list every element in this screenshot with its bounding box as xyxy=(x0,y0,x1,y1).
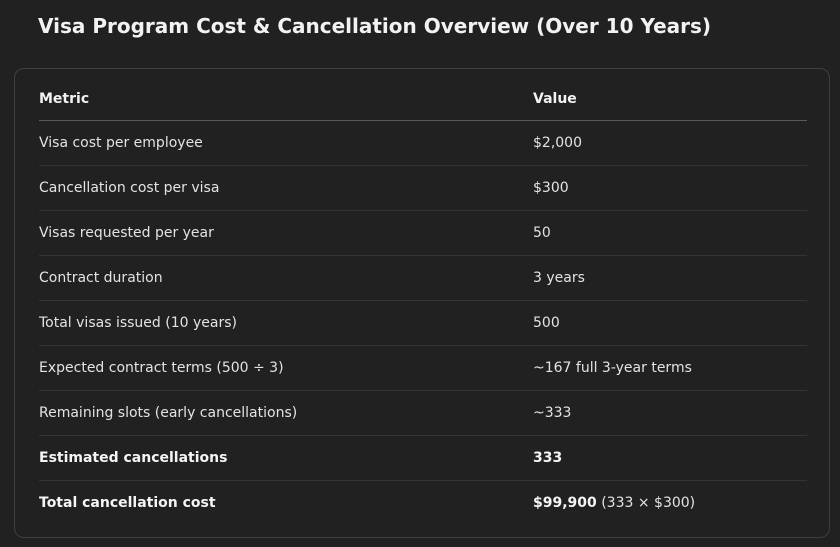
table-row: Contract duration 3 years xyxy=(39,255,807,301)
column-header-metric: Metric xyxy=(39,77,533,121)
metric-cell: Cancellation cost per visa xyxy=(39,165,533,211)
metric-cell: Contract duration xyxy=(39,255,533,301)
table-row: Visas requested per year 50 xyxy=(39,210,807,256)
value-cell: $300 xyxy=(533,165,807,211)
metric-cell: Total visas issued (10 years) xyxy=(39,300,533,346)
table-row: Estimated cancellations 333 xyxy=(39,435,807,481)
total-cost-note: (333 × $300) xyxy=(596,495,696,511)
metric-cell: Estimated cancellations xyxy=(39,435,533,481)
value-cell: 333 xyxy=(533,435,807,481)
metric-cell: Total cancellation cost xyxy=(39,495,216,511)
value-cell: ~333 xyxy=(533,390,807,436)
table-row: Cancellation cost per visa $300 xyxy=(39,165,807,211)
value-cell: 50 xyxy=(533,210,807,256)
value-cell: ~167 full 3-year terms xyxy=(533,345,807,391)
value-cell: $99,900 (333 × $300) xyxy=(533,481,807,526)
value-cell: $2,000 xyxy=(533,120,807,166)
value-cell: 3 years xyxy=(533,255,807,301)
table-header-row: Metric Value xyxy=(39,77,807,121)
column-header-value: Value xyxy=(533,77,807,121)
page-title: Visa Program Cost & Cancellation Overvie… xyxy=(38,14,712,38)
metric-cell: Expected contract terms (500 ÷ 3) xyxy=(39,345,533,391)
total-cost-value: $99,900 xyxy=(533,495,597,511)
metric-cell: Visa cost per employee xyxy=(39,120,533,166)
overview-table: Metric Value Visa cost per employee $2,0… xyxy=(39,77,807,525)
table-card: Metric Value Visa cost per employee $2,0… xyxy=(14,68,830,538)
table-row: Expected contract terms (500 ÷ 3) ~167 f… xyxy=(39,345,807,391)
table-row: Visa cost per employee $2,000 xyxy=(39,120,807,166)
table-row: Remaining slots (early cancellations) ~3… xyxy=(39,390,807,436)
table-row: Total visas issued (10 years) 500 xyxy=(39,300,807,346)
metric-cell: Visas requested per year xyxy=(39,210,533,256)
value-cell: 500 xyxy=(533,300,807,346)
metric-cell: Remaining slots (early cancellations) xyxy=(39,390,533,436)
table-row: Total cancellation cost $99,900 (333 × $… xyxy=(39,481,807,526)
